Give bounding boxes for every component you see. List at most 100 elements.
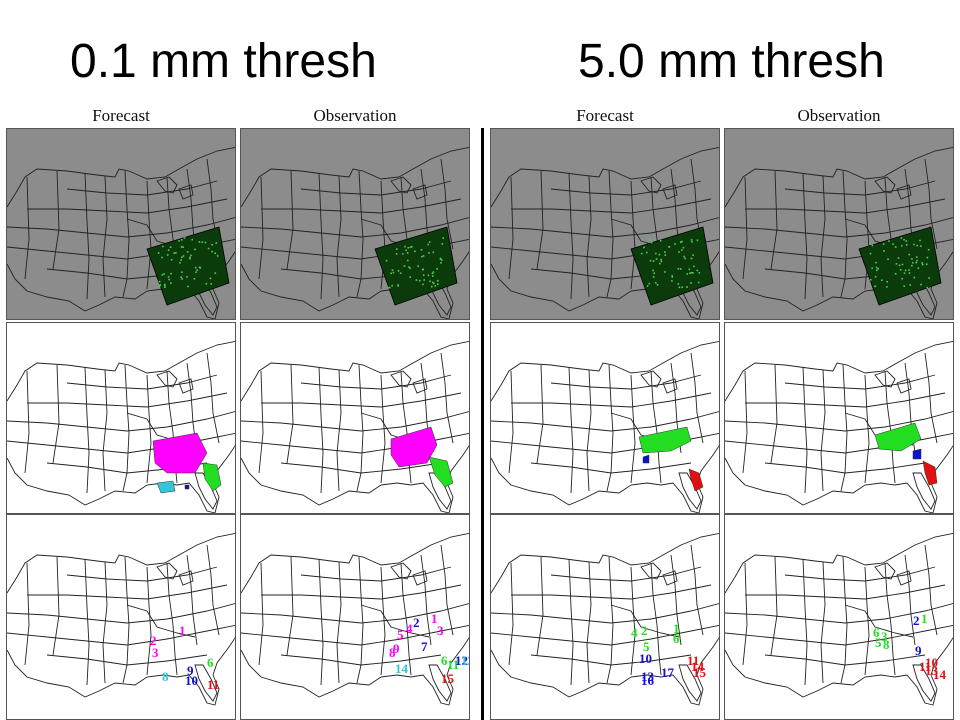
- object-label: 13: [461, 653, 470, 668]
- threshold-divider: [481, 128, 484, 720]
- object-label: 2: [641, 623, 648, 638]
- object-label: 3: [881, 629, 888, 644]
- column-label-forecast-2: Forecast: [576, 106, 634, 125]
- precip-field: [146, 226, 230, 306]
- object-label: 11: [919, 659, 931, 674]
- map-svg: [491, 129, 719, 319]
- object-label: 14: [933, 667, 947, 682]
- column-label-forecast-1: Forecast: [92, 106, 150, 125]
- object-label: 15: [693, 665, 707, 680]
- object-label: 13: [641, 669, 655, 684]
- us-state-boundaries: [491, 532, 719, 706]
- us-state-boundaries: [241, 340, 469, 513]
- map-panel-forecast-0.1mm-labeled-objects: 1 2 3 9 10 8 6 11: [6, 514, 236, 720]
- map-svg: [241, 129, 469, 319]
- object-label: 3: [152, 645, 159, 660]
- object-label: 10: [639, 651, 652, 666]
- map-svg: [7, 323, 235, 513]
- map-background: [241, 129, 469, 319]
- map-panel-forecast-0.1mm-objects: [6, 322, 236, 514]
- precip-objects: [152, 432, 222, 494]
- map-panel-forecast-0.1mm-raw-field: [6, 128, 236, 320]
- map-svg: 1 23 910 8 6 11: [7, 515, 235, 707]
- map-svg: [725, 323, 953, 513]
- us-state-boundaries: [491, 146, 719, 319]
- object-label: 6: [673, 631, 680, 646]
- map-svg: [7, 129, 235, 319]
- map-background: [725, 129, 953, 319]
- object-label: 8: [883, 637, 890, 652]
- object-label: 9: [187, 663, 194, 678]
- object-label: 3: [437, 623, 444, 638]
- object-label: 16: [641, 673, 655, 688]
- object-label: 1: [179, 623, 186, 638]
- precip-field: [374, 226, 458, 306]
- us-state-boundaries: [241, 532, 469, 706]
- object-label: 14: [395, 661, 409, 676]
- map-background: [241, 515, 469, 707]
- object-label: 2: [150, 633, 157, 648]
- map-background: [7, 323, 235, 513]
- us-state-boundaries: [7, 146, 235, 319]
- object-label: 10: [185, 673, 198, 688]
- object-label: 9: [915, 643, 922, 658]
- us-state-boundaries: [725, 532, 953, 706]
- object-label: 12: [455, 653, 468, 668]
- precip-objects: [874, 422, 938, 486]
- map-panel-observation-0.1mm-objects: [240, 322, 470, 514]
- map-panel-forecast-5.0mm-objects: [490, 322, 720, 514]
- object-label: 2: [413, 615, 420, 630]
- precip-objects: [638, 426, 704, 492]
- us-state-boundaries: [725, 146, 953, 319]
- map-panel-forecast-5.0mm-labeled-objects: 2 4 1 5 6 10 13 16 17 11 14 15: [490, 514, 720, 720]
- object-label: 11: [687, 653, 699, 668]
- object-label: 5: [643, 639, 650, 654]
- map-background: [725, 323, 953, 513]
- precip-field: [858, 226, 942, 306]
- object-label: 8: [162, 669, 169, 684]
- map-background: [491, 515, 719, 707]
- map-svg: [241, 323, 469, 513]
- object-label: 1: [921, 611, 928, 626]
- object-label: 10: [925, 655, 938, 670]
- object-label: 6: [873, 625, 880, 640]
- map-panel-observation-5.0mm-raw-field: [724, 128, 954, 320]
- object-label: 8: [389, 645, 396, 660]
- object-label: 5: [875, 635, 882, 650]
- map-background: [491, 323, 719, 513]
- object-label: 6: [441, 653, 448, 668]
- object-label: 1: [673, 621, 680, 636]
- object-label: 6: [207, 655, 214, 670]
- object-label: 4: [631, 625, 638, 640]
- map-panel-forecast-5.0mm-raw-field: [490, 128, 720, 320]
- object-label: 2: [913, 613, 920, 628]
- title-left: 0.1 mm thresh: [70, 35, 377, 88]
- column-label-observation-2: Observation: [797, 106, 881, 125]
- object-label: 13: [925, 663, 939, 678]
- map-panel-observation-5.0mm-labeled-objects: 6 3 5 8 2 1 9 10 11 13 14: [724, 514, 954, 720]
- title-right: 5.0 mm thresh: [578, 35, 885, 88]
- object-label: 4: [406, 621, 413, 636]
- map-background: [241, 323, 469, 513]
- object-label: 9: [393, 641, 400, 656]
- object-label: 17: [661, 665, 675, 680]
- map-panel-observation-5.0mm-objects: [724, 322, 954, 514]
- precip-objects: [390, 426, 454, 488]
- object-label: 11: [447, 657, 459, 672]
- map-background: [7, 515, 235, 707]
- us-state-boundaries: [491, 340, 719, 513]
- object-label: 11: [207, 677, 219, 692]
- map-svg: [491, 323, 719, 513]
- object-label: 1: [431, 611, 438, 626]
- map-svg: [725, 129, 953, 319]
- object-label: 7: [421, 639, 428, 654]
- map-panel-observation-0.1mm-labeled-objects: 1234578914611121315: [240, 514, 470, 720]
- object-label: 14: [691, 659, 705, 674]
- map-background: [725, 515, 953, 707]
- object-label: 5: [397, 627, 404, 642]
- map-panel-observation-0.1mm-raw-field: [240, 128, 470, 320]
- column-label-observation-1: Observation: [313, 106, 397, 125]
- us-state-boundaries: [7, 340, 235, 513]
